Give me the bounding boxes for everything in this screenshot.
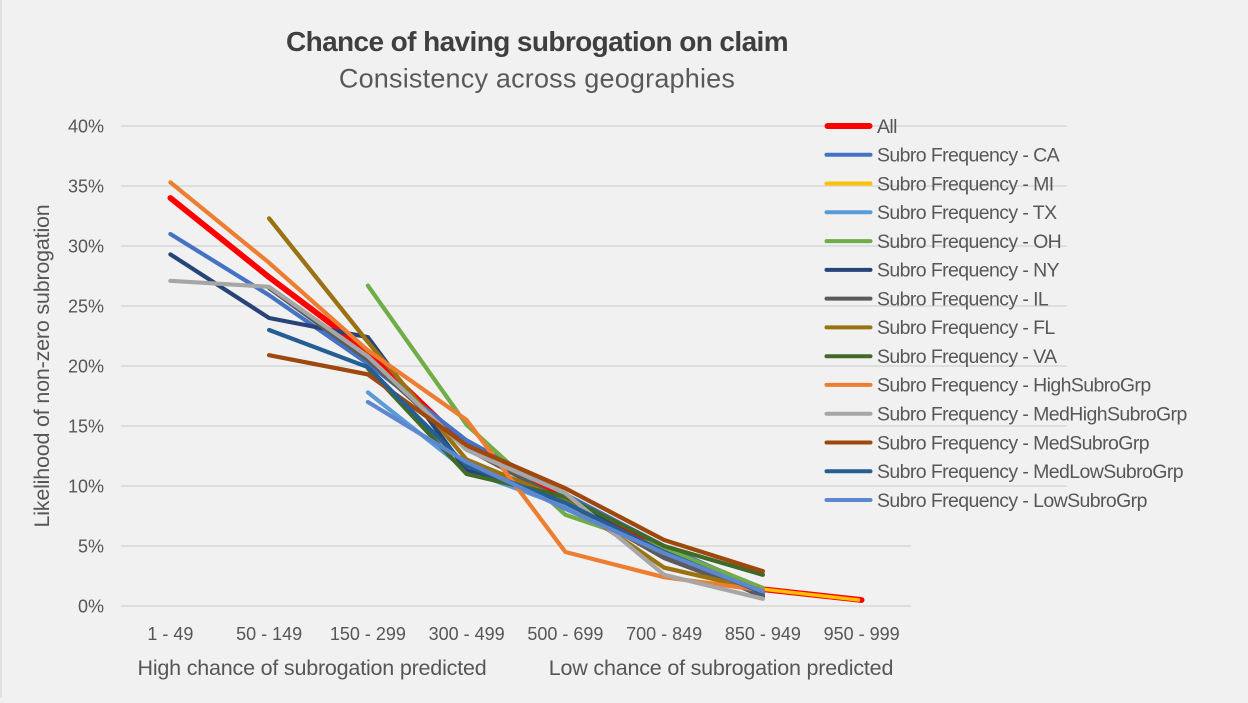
svg-text:Subro Frequency - NY: Subro Frequency - NY <box>877 260 1060 282</box>
svg-text:500 - 699: 500 - 699 <box>527 624 603 644</box>
svg-text:Subro Frequency - TX: Subro Frequency - TX <box>877 202 1057 224</box>
svg-text:Subro Frequency - HighSubroGrp: Subro Frequency - HighSubroGrp <box>877 375 1151 397</box>
svg-text:Low chance of subrogation pred: Low chance of subrogation predicted <box>549 656 893 680</box>
svg-text:Subro Frequency - MedLowSubroG: Subro Frequency - MedLowSubroGrp <box>877 461 1184 483</box>
svg-text:Subro Frequency - VA: Subro Frequency - VA <box>877 346 1057 368</box>
svg-text:50 - 149: 50 - 149 <box>236 624 302 644</box>
svg-text:High chance of subrogation pre: High chance of subrogation predicted <box>138 656 487 680</box>
svg-text:All: All <box>877 116 897 138</box>
svg-text:300 - 499: 300 - 499 <box>429 624 505 644</box>
svg-text:150 - 299: 150 - 299 <box>330 624 406 644</box>
svg-text:950 - 999: 950 - 999 <box>824 624 900 644</box>
svg-text:Subro Frequency - MedSubroGrp: Subro Frequency - MedSubroGrp <box>877 432 1150 454</box>
svg-text:Subro Frequency - OH: Subro Frequency - OH <box>877 231 1061 253</box>
svg-text:0%: 0% <box>78 596 104 616</box>
svg-text:1 - 49: 1 - 49 <box>147 624 193 644</box>
svg-text:35%: 35% <box>68 176 104 196</box>
svg-text:Consistency across geographies: Consistency across geographies <box>339 64 735 94</box>
svg-text:Subro Frequency - CA: Subro Frequency - CA <box>877 145 1060 167</box>
svg-text:30%: 30% <box>68 236 104 256</box>
svg-text:850 - 949: 850 - 949 <box>725 624 801 644</box>
svg-text:10%: 10% <box>68 476 104 496</box>
svg-text:40%: 40% <box>68 116 104 136</box>
svg-text:700 - 849: 700 - 849 <box>626 624 702 644</box>
svg-text:25%: 25% <box>68 296 104 316</box>
svg-text:Subro Frequency - IL: Subro Frequency - IL <box>877 288 1049 310</box>
svg-text:20%: 20% <box>68 356 104 376</box>
svg-text:Likelihood of non-zero subroga: Likelihood of non-zero subrogation <box>30 204 54 527</box>
svg-text:15%: 15% <box>68 416 104 436</box>
svg-text:Subro Frequency - MI: Subro Frequency - MI <box>877 173 1054 195</box>
svg-text:Chance of having subrogation o: Chance of having subrogation on claim <box>286 26 788 57</box>
svg-text:5%: 5% <box>78 536 104 556</box>
svg-text:Subro Frequency - LowSubroGrp: Subro Frequency - LowSubroGrp <box>877 490 1148 512</box>
svg-text:Subro Frequency - MedHighSubro: Subro Frequency - MedHighSubroGrp <box>877 404 1187 426</box>
svg-text:Subro Frequency - FL: Subro Frequency - FL <box>877 317 1055 339</box>
